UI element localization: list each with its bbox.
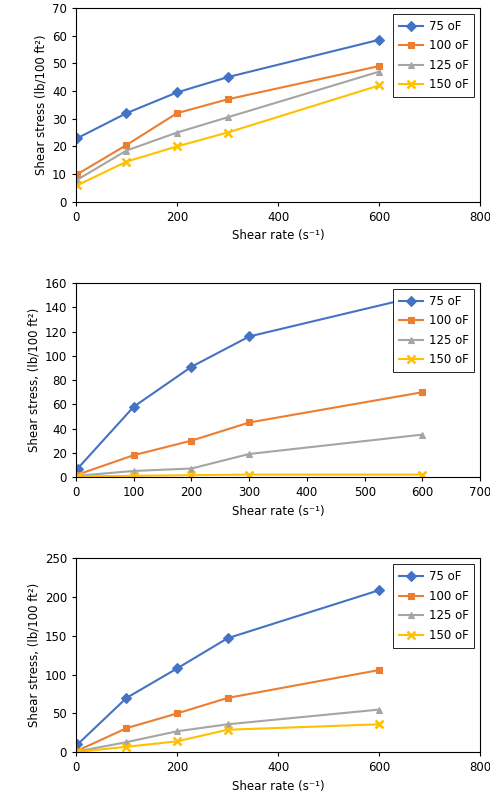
75 oF: [131, 402, 137, 412]
75 oF: [189, 362, 195, 372]
150 oF: [74, 747, 80, 757]
Line: 150 oF: 150 oF: [74, 720, 383, 756]
125 oF: [174, 128, 180, 138]
125 oF: [419, 430, 425, 439]
X-axis label: Shear rate (s⁻¹): Shear rate (s⁻¹): [232, 505, 324, 517]
75 oF: [174, 664, 180, 673]
125 oF: [189, 464, 195, 474]
Line: 125 oF: 125 oF: [74, 706, 383, 755]
150 oF: [376, 80, 382, 90]
75 oF: [246, 332, 252, 341]
Line: 75 oF: 75 oF: [74, 587, 383, 748]
100 oF: [131, 451, 137, 460]
100 oF: [224, 693, 230, 703]
125 oF: [123, 737, 129, 747]
150 oF: [189, 470, 195, 480]
Y-axis label: Shear stress, (lb/100 ft²): Shear stress, (lb/100 ft²): [27, 583, 41, 728]
Legend: 75 oF, 100 oF, 125 oF, 150 oF: 75 oF, 100 oF, 125 oF, 150 oF: [393, 564, 474, 648]
Line: 75 oF: 75 oF: [74, 292, 426, 472]
100 oF: [74, 170, 80, 179]
Y-axis label: Shear stress, (lb/100 ft²): Shear stress, (lb/100 ft²): [27, 308, 40, 452]
75 oF: [419, 291, 425, 300]
100 oF: [174, 708, 180, 718]
75 oF: [75, 464, 81, 474]
150 oF: [419, 470, 425, 479]
75 oF: [376, 35, 382, 45]
100 oF: [189, 436, 195, 446]
125 oF: [174, 727, 180, 736]
Line: 75 oF: 75 oF: [74, 37, 383, 142]
125 oF: [74, 175, 80, 185]
150 oF: [123, 157, 129, 166]
X-axis label: Shear rate (s⁻¹): Shear rate (s⁻¹): [232, 780, 324, 793]
125 oF: [224, 720, 230, 729]
75 oF: [376, 585, 382, 595]
Line: 100 oF: 100 oF: [74, 388, 426, 478]
75 oF: [123, 108, 129, 118]
150 oF: [246, 470, 252, 479]
100 oF: [123, 140, 129, 150]
Line: 100 oF: 100 oF: [74, 63, 383, 178]
Legend: 75 oF, 100 oF, 125 oF, 150 oF: 75 oF, 100 oF, 125 oF, 150 oF: [393, 289, 474, 373]
100 oF: [376, 61, 382, 71]
125 oF: [224, 112, 230, 122]
Line: 150 oF: 150 oF: [74, 470, 427, 481]
75 oF: [74, 133, 80, 142]
Line: 125 oF: 125 oF: [74, 431, 426, 479]
150 oF: [74, 181, 80, 190]
75 oF: [224, 72, 230, 82]
150 oF: [75, 471, 81, 481]
125 oF: [75, 471, 81, 481]
Line: 125 oF: 125 oF: [74, 68, 383, 183]
100 oF: [174, 108, 180, 118]
100 oF: [123, 724, 129, 733]
150 oF: [174, 736, 180, 746]
125 oF: [376, 704, 382, 714]
75 oF: [174, 88, 180, 97]
100 oF: [376, 665, 382, 675]
100 oF: [419, 388, 425, 397]
75 oF: [224, 634, 230, 643]
150 oF: [224, 128, 230, 138]
X-axis label: Shear rate (s⁻¹): Shear rate (s⁻¹): [232, 229, 324, 242]
125 oF: [74, 747, 80, 756]
75 oF: [74, 739, 80, 749]
100 oF: [224, 95, 230, 104]
Y-axis label: Shear stress (lb/100 ft²): Shear stress (lb/100 ft²): [35, 34, 48, 175]
125 oF: [376, 67, 382, 76]
100 oF: [75, 470, 81, 479]
100 oF: [74, 746, 80, 755]
Line: 100 oF: 100 oF: [74, 666, 383, 754]
125 oF: [131, 466, 137, 476]
150 oF: [174, 142, 180, 151]
Line: 150 oF: 150 oF: [74, 81, 383, 189]
Legend: 75 oF, 100 oF, 125 oF, 150 oF: 75 oF, 100 oF, 125 oF, 150 oF: [393, 14, 474, 97]
75 oF: [123, 693, 129, 703]
100 oF: [246, 418, 252, 427]
150 oF: [376, 720, 382, 729]
150 oF: [131, 471, 137, 481]
150 oF: [123, 742, 129, 751]
125 oF: [246, 449, 252, 458]
150 oF: [224, 725, 230, 735]
125 oF: [123, 146, 129, 155]
